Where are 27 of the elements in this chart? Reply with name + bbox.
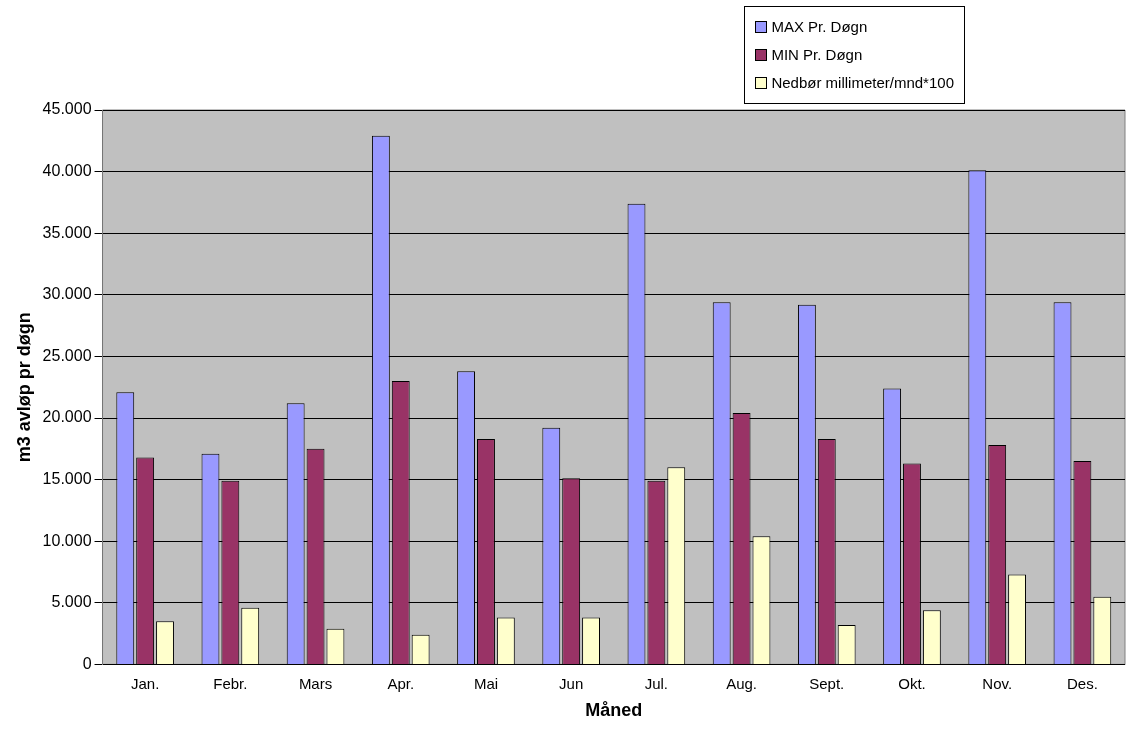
- y-tick-label: 5.000: [51, 593, 92, 611]
- x-tick-label: Mars: [298, 674, 333, 692]
- x-tick-label: Jul.: [644, 674, 669, 692]
- x-tick-label: Febr.: [213, 674, 248, 692]
- x-tick-label: Nov.: [982, 674, 1013, 692]
- legend-label: Nedbør millimeter/mnd*100: [771, 73, 954, 93]
- x-tick-label: Des.: [1066, 674, 1098, 692]
- y-axis-title: m3 avløp pr døgn: [13, 312, 34, 463]
- y-tick-label: 40.000: [42, 162, 92, 180]
- y-tick-label: 30.000: [42, 285, 92, 303]
- y-tick-label: 0: [82, 654, 92, 672]
- y-tick-label: 45.000: [42, 100, 92, 118]
- x-tick-label: Apr.: [387, 674, 415, 692]
- legend-label: MIN Pr. Døgn: [771, 45, 863, 65]
- x-tick-label: Mai: [473, 674, 499, 692]
- x-tick-label: Okt.: [898, 674, 926, 692]
- legend-label: MAX Pr. Døgn: [771, 17, 868, 37]
- y-tick-label: 15.000: [42, 470, 92, 488]
- x-tick-label: Sept.: [809, 674, 845, 692]
- x-tick-label: Aug.: [726, 674, 758, 692]
- y-tick-label: 20.000: [42, 408, 92, 426]
- x-tick-label: Jan.: [130, 674, 160, 692]
- y-tick-label: 25.000: [42, 346, 92, 364]
- x-axis-title: Måned: [585, 700, 643, 721]
- x-tick-label: Jun: [559, 674, 584, 692]
- y-tick-label: 10.000: [42, 531, 92, 549]
- y-tick-label: 35.000: [42, 223, 92, 241]
